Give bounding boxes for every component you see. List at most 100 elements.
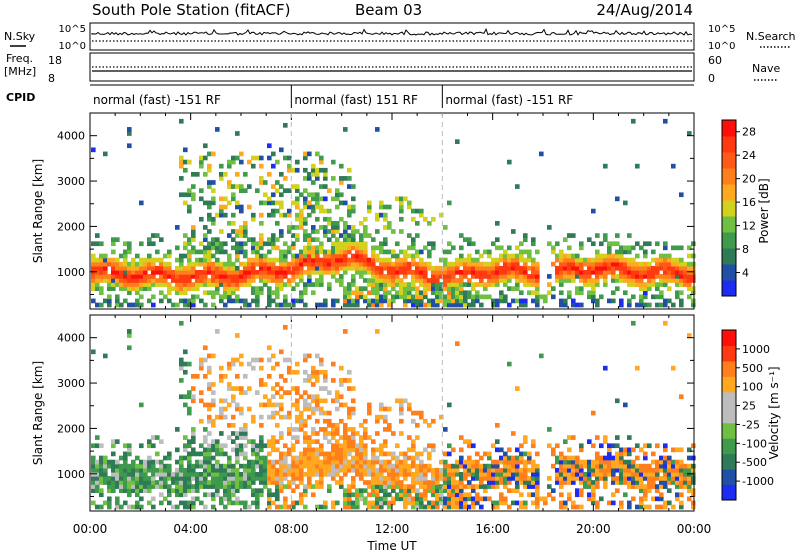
power-cell bbox=[327, 282, 332, 287]
power-cell bbox=[427, 286, 432, 291]
velocity-cell bbox=[243, 463, 248, 469]
velocity-cell bbox=[475, 484, 480, 489]
velocity-cell bbox=[615, 488, 620, 493]
velocity-cell bbox=[627, 451, 632, 457]
power-cell bbox=[127, 245, 132, 251]
power-cell bbox=[635, 265, 640, 271]
velocity-cell bbox=[583, 476, 588, 481]
velocity-cell bbox=[687, 476, 692, 481]
y-tick-label: 3000 bbox=[57, 175, 85, 188]
velocity-cell bbox=[307, 435, 312, 440]
velocity-cell bbox=[291, 463, 296, 469]
power-cell bbox=[191, 302, 196, 308]
power-cell bbox=[359, 233, 364, 238]
velocity-cell bbox=[651, 476, 656, 481]
velocity-cell bbox=[619, 471, 624, 477]
velocity-cell bbox=[331, 455, 336, 461]
velocity-cell bbox=[355, 496, 360, 502]
power-cell bbox=[411, 278, 416, 283]
velocity-cell bbox=[115, 484, 120, 489]
velocity-cell bbox=[219, 496, 224, 502]
power-cell bbox=[355, 269, 360, 275]
velocity-cell bbox=[319, 484, 324, 489]
power-cell bbox=[219, 265, 224, 271]
power-cell bbox=[467, 265, 472, 271]
power-cell bbox=[327, 220, 332, 226]
velocity-cell bbox=[187, 394, 192, 400]
velocity-cell bbox=[203, 476, 208, 481]
power-cell bbox=[387, 298, 392, 304]
velocity-cell bbox=[243, 451, 248, 457]
velocity-cell bbox=[175, 488, 180, 493]
velocity-cell bbox=[255, 496, 260, 502]
velocity-cell bbox=[411, 463, 416, 469]
power-cell bbox=[195, 249, 200, 255]
power-cell bbox=[635, 282, 640, 287]
power-cell bbox=[163, 261, 168, 267]
velocity-cell bbox=[251, 414, 256, 420]
power-cell bbox=[239, 208, 244, 214]
velocity-cell bbox=[147, 459, 152, 465]
power-cell bbox=[639, 274, 644, 279]
power-cell bbox=[299, 212, 304, 218]
power-cell bbox=[235, 200, 240, 206]
velocity-cell bbox=[611, 492, 616, 498]
power-cell bbox=[259, 220, 264, 226]
velocity-cell bbox=[167, 471, 172, 477]
velocity-cell bbox=[339, 476, 344, 481]
velocity-cell bbox=[671, 459, 676, 465]
velocity-cell bbox=[147, 455, 152, 461]
velocity-cell bbox=[295, 484, 300, 489]
power-cell bbox=[503, 253, 508, 259]
velocity-cell bbox=[455, 467, 460, 473]
velocity-cell bbox=[455, 496, 460, 502]
velocity-cell bbox=[419, 463, 424, 469]
velocity-cell bbox=[343, 467, 348, 473]
velocity-cell bbox=[631, 476, 636, 481]
power-cell bbox=[231, 192, 236, 198]
power-cell bbox=[663, 261, 668, 267]
power-cell bbox=[119, 286, 124, 291]
velocity-cell bbox=[311, 439, 316, 444]
power-cell bbox=[495, 220, 500, 226]
colorbar-tick-label: 500 bbox=[742, 362, 763, 375]
velocity-cell bbox=[691, 488, 696, 493]
velocity-cell bbox=[307, 373, 312, 379]
velocity-cell bbox=[151, 480, 156, 485]
power-cell bbox=[351, 233, 356, 238]
power-cell bbox=[391, 261, 396, 267]
power-cell bbox=[151, 233, 156, 238]
velocity-cell bbox=[183, 435, 188, 440]
power-cell bbox=[611, 290, 616, 296]
power-cell bbox=[567, 269, 572, 275]
power-cell bbox=[99, 286, 104, 291]
power-cell bbox=[243, 229, 248, 234]
power-cell bbox=[451, 245, 456, 251]
velocity-cell bbox=[331, 361, 336, 367]
power-cell bbox=[111, 241, 116, 247]
velocity-cell bbox=[339, 459, 344, 465]
velocity-cell bbox=[675, 467, 680, 473]
velocity-cell bbox=[187, 476, 192, 481]
velocity-cell bbox=[319, 467, 324, 473]
nave-label: Nave bbox=[752, 62, 780, 75]
velocity-cell bbox=[679, 492, 684, 498]
velocity-cell bbox=[199, 463, 204, 469]
power-cell bbox=[511, 253, 516, 259]
power-cell bbox=[183, 233, 188, 238]
power-cell bbox=[379, 282, 384, 287]
velocity-cell bbox=[599, 467, 604, 473]
power-cell bbox=[491, 257, 496, 263]
power-cell bbox=[103, 253, 108, 259]
velocity-cell bbox=[323, 463, 328, 469]
power-cell bbox=[187, 274, 192, 279]
velocity-cell bbox=[623, 492, 628, 498]
velocity-cell bbox=[639, 504, 644, 510]
velocity-cell bbox=[439, 459, 444, 465]
power-cell bbox=[639, 298, 644, 304]
colorbar-tick-label: -1000 bbox=[742, 475, 774, 488]
velocity-cell bbox=[259, 439, 264, 444]
power-cell bbox=[503, 269, 508, 275]
velocity-cell bbox=[255, 463, 260, 469]
power-cell bbox=[587, 278, 592, 283]
